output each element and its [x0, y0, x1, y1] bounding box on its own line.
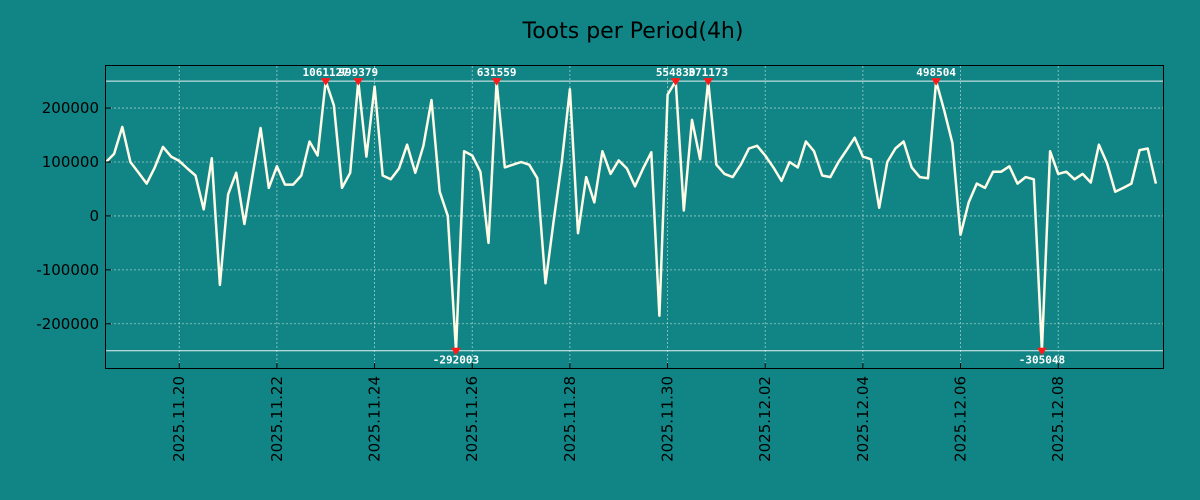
x-tick-label: 2025.11.22: [268, 376, 286, 462]
y-tick-label: 0: [89, 207, 99, 225]
peak-marker: [450, 347, 461, 356]
x-axis: 2025.11.20 2025.11.22 2025.11.24 2025.11.26…: [170, 363, 1067, 462]
peak-label: 498504: [916, 66, 956, 79]
x-tick-label: 2025.11.30: [659, 376, 677, 462]
chart-title: Toots per Period(4h): [522, 19, 744, 44]
peak-marker: [931, 78, 942, 86]
peak-label: 371173: [688, 66, 728, 79]
peak-label: 554830: [656, 66, 696, 79]
plot-frame: [105, 65, 1164, 369]
peak-label: 631559: [477, 66, 517, 79]
x-tick-label: 2025.11.26: [463, 376, 481, 462]
series-line: [105, 79, 1158, 352]
x-tick-label: 2025.12.06: [952, 376, 970, 462]
x-tick-label: 2025.12.04: [854, 376, 872, 462]
peak-marker: [1036, 347, 1047, 356]
peak-marker: [703, 78, 714, 86]
peak-label: 1061127: [303, 66, 349, 79]
y-tick-label: -100000: [36, 261, 99, 279]
grid: [106, 66, 1164, 368]
peak-marker: [670, 78, 681, 86]
peak-marker: [320, 78, 331, 86]
y-tick-label: 100000: [42, 153, 99, 171]
peak-label: -305048: [1019, 354, 1065, 367]
peak-marker: [353, 78, 364, 86]
x-tick-label: 2025.12.02: [756, 376, 774, 462]
y-axis: 200000 100000 0 -100000 -200000: [36, 99, 111, 333]
series-layer: [105, 79, 1158, 352]
x-tick-label: 2025.12.08: [1049, 376, 1067, 462]
reference-lines: [106, 80, 1164, 352]
x-tick-label: 2025.11.28: [561, 376, 579, 462]
x-tick-label: 2025.11.20: [170, 376, 188, 462]
y-tick-label: -200000: [36, 315, 99, 333]
peak-label: 999379: [338, 66, 378, 79]
x-tick-label: 2025.11.24: [366, 376, 384, 462]
peak-marker: [491, 78, 502, 86]
peak-label: -292003: [433, 354, 479, 367]
y-tick-label: 200000: [42, 99, 99, 117]
peak-markers: [320, 78, 1047, 356]
